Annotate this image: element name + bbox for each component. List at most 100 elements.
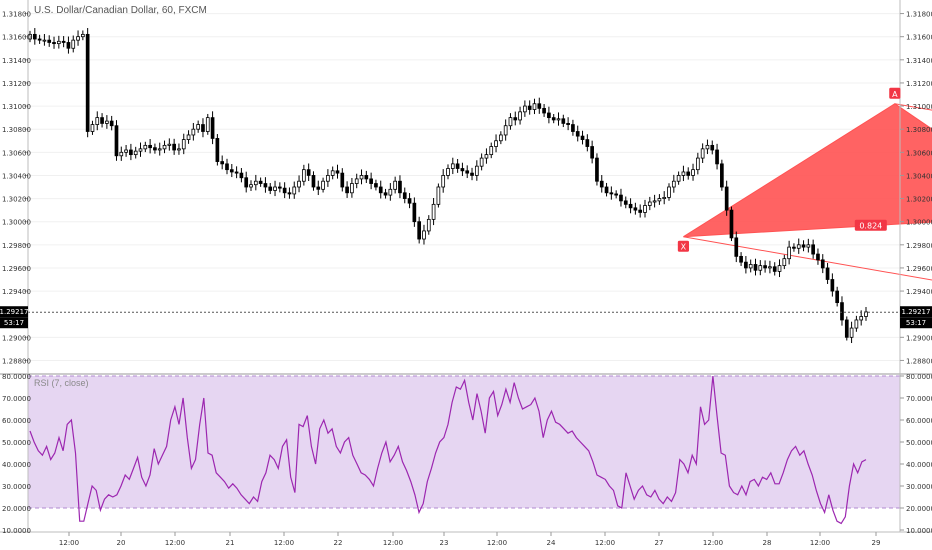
rsi-tick-label-right: 30.0000	[906, 483, 932, 491]
price-grid	[28, 13, 900, 361]
ratio-label-xab: 0.824	[859, 222, 882, 231]
time-tick-label: 12:00	[165, 539, 185, 547]
rsi-tick-label-left: 40.0000	[2, 461, 31, 469]
candle-body	[633, 207, 638, 211]
rsi-tick-label-right: 70.0000	[906, 395, 932, 403]
candle-body	[652, 200, 657, 203]
candle-body	[806, 244, 811, 248]
candle-body	[234, 171, 239, 174]
candle-body	[604, 186, 609, 194]
candle-body	[119, 151, 124, 157]
candle-body	[326, 175, 330, 182]
candle-body	[388, 188, 393, 196]
candle-body	[229, 169, 234, 173]
candle-body	[277, 186, 282, 189]
price-tick-label-left: 1.30200	[2, 196, 31, 204]
candle-body	[676, 175, 681, 182]
time-tick-label: 29	[872, 539, 881, 547]
price-tag-left-bg	[0, 306, 28, 318]
candle-body	[547, 112, 551, 119]
candle-body	[638, 209, 643, 213]
price-tick-label-left: 1.31000	[2, 103, 31, 111]
rsi-tick-label-right: 20.0000	[906, 505, 932, 513]
candle-body	[739, 255, 743, 263]
candle-body	[796, 244, 801, 249]
candle-body	[667, 186, 671, 198]
price-tick-label-left: 1.31200	[2, 80, 31, 88]
candle-body	[133, 150, 138, 156]
candle-body	[383, 192, 388, 196]
candle-body	[426, 218, 431, 232]
price-tick-label-left: 1.30400	[2, 172, 31, 180]
candle-body	[724, 186, 729, 211]
candle-body	[571, 124, 575, 132]
candle-body	[792, 246, 796, 249]
candle-body	[801, 244, 806, 248]
candle-body	[205, 117, 210, 132]
price-tick-label-right: 1.31400	[906, 57, 932, 65]
candle-body	[844, 319, 849, 338]
candle-body	[849, 327, 854, 338]
candle-body	[124, 149, 128, 153]
candle-body	[695, 157, 700, 171]
candle-body	[811, 244, 815, 255]
candle-body	[167, 143, 172, 146]
time-tick-label: 12:00	[487, 539, 507, 547]
candle-body	[518, 111, 522, 121]
rsi-band	[28, 376, 900, 508]
candle-body	[513, 117, 518, 121]
rsi-tick-label-left: 70.0000	[2, 395, 31, 403]
candle-body	[782, 258, 787, 267]
candle-body	[753, 264, 758, 271]
candle-body	[768, 266, 772, 269]
time-tick-label: 22	[334, 539, 343, 547]
candle-body	[623, 200, 628, 205]
price-tick-label-right: 1.29000	[906, 334, 932, 342]
candle-body	[412, 202, 417, 223]
candle-body	[748, 264, 753, 269]
candle-body	[220, 161, 225, 165]
candle-body	[42, 39, 47, 42]
time-tick-label: 12:00	[810, 539, 830, 547]
price-tag-left-value: 1.29217	[0, 308, 28, 316]
candle-body	[854, 319, 859, 329]
candle-body	[47, 39, 52, 43]
rsi-pane	[28, 375, 900, 525]
candle-body	[614, 193, 619, 196]
candle-body	[417, 221, 422, 240]
candle-body	[354, 178, 359, 184]
candle-body	[460, 168, 465, 172]
time-tick-label: 12:00	[703, 539, 723, 547]
rsi-line	[29, 375, 867, 525]
candle-body	[537, 103, 542, 109]
time-tick-label: 23	[440, 539, 449, 547]
candle-body	[523, 105, 527, 113]
candle-body	[436, 186, 441, 205]
candle-body	[109, 120, 114, 127]
candle-body	[595, 157, 599, 182]
candle-layer	[28, 28, 868, 344]
candle-body	[720, 163, 724, 188]
candle-body	[398, 180, 402, 194]
left-price-axis: 1.31800 1.31600 1.31400 1.31200 1.31000 1.308…	[2, 11, 31, 366]
price-tag-right-value: 1.29217	[902, 308, 931, 316]
candle-body	[422, 230, 426, 240]
rsi-tick-label-left: 80.0000	[2, 373, 31, 381]
candle-body	[287, 192, 292, 195]
pattern-point-label-a: A	[892, 90, 898, 99]
candle-body	[90, 124, 95, 132]
time-tick-label: 21	[226, 539, 235, 547]
candle-body	[715, 149, 719, 165]
candle-body	[643, 205, 647, 213]
pattern-point-label-x-bg	[677, 240, 690, 252]
candle-body	[37, 38, 42, 41]
price-tick-label-right: 1.31000	[906, 103, 932, 111]
candle-body	[859, 316, 864, 321]
pattern-point-label-a-bg	[889, 87, 901, 99]
candle-body	[470, 172, 474, 176]
candle-body	[374, 183, 378, 188]
candle-body	[95, 117, 100, 125]
candle-body	[777, 265, 782, 272]
time-tick-label: 12:00	[383, 539, 403, 547]
